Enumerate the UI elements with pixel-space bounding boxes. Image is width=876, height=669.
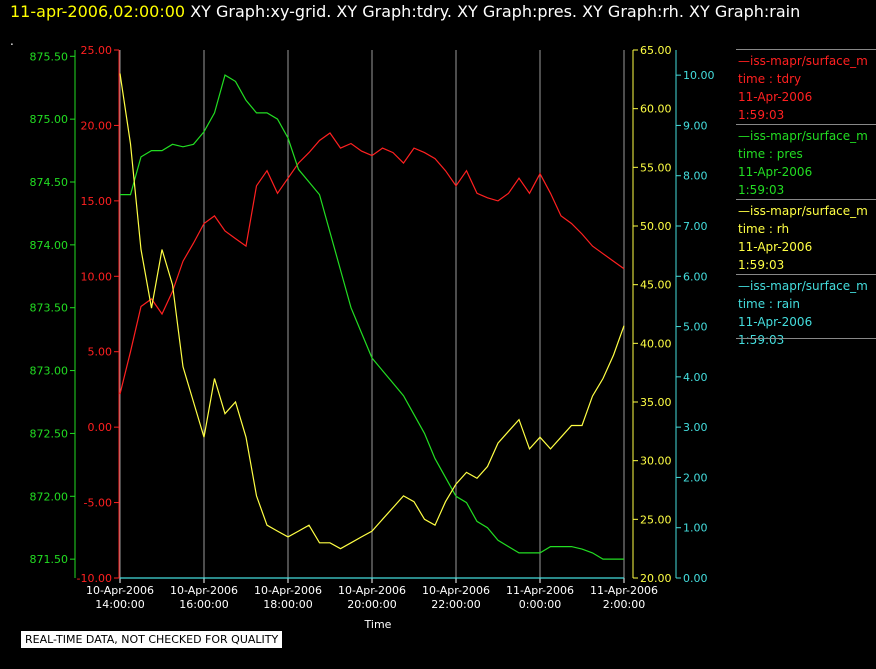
rain-tick-label: 1.00	[683, 522, 708, 535]
rh-tick-label: 25.00	[640, 513, 672, 526]
x-tick-time: 0:00:00	[519, 598, 561, 611]
series-pres-line	[120, 74, 624, 560]
tdry-tick-label: 0.00	[88, 421, 113, 434]
pres-tick-label: 874.00	[30, 239, 69, 252]
rain-tick-label: 2.00	[683, 471, 708, 484]
rh-tick-label: 45.00	[640, 279, 672, 292]
tdry-tick-label: 10.00	[81, 270, 113, 283]
chart-title-graphs: XY Graph:xy-grid. XY Graph:tdry. XY Grap…	[190, 2, 801, 21]
rain-tick-label: 8.00	[683, 170, 708, 183]
x-tick-time: 20:00:00	[347, 598, 396, 611]
rh-tick-label: 60.00	[640, 103, 672, 116]
legend: —iss-mapr/surface_m time : tdry 11-Apr-200…	[736, 49, 876, 349]
x-tick-date: 11-Apr-2006	[590, 584, 658, 597]
tdry-tick-label: -10.00	[77, 572, 112, 585]
x-tick-time: 16:00:00	[179, 598, 228, 611]
chart-title: 11-apr-2006,02:00:00 XY Graph:xy-grid. X…	[10, 2, 800, 21]
rain-tick-label: 9.00	[683, 119, 708, 132]
legend-source: —iss-mapr/surface_m	[738, 279, 868, 293]
rain-tick-label: 7.00	[683, 220, 708, 233]
x-tick-date: 11-Apr-2006	[506, 584, 574, 597]
rain-tick-label: 4.00	[683, 371, 708, 384]
x-tick-time: 14:00:00	[95, 598, 144, 611]
legend-date: 11-Apr-2006	[738, 315, 813, 329]
rh-tick-label: 65.00	[640, 44, 672, 57]
legend-bottom-divider	[736, 338, 876, 339]
x-tick-date: 10-Apr-2006	[338, 584, 406, 597]
rh-tick-label: 55.00	[640, 161, 672, 174]
legend-source: —iss-mapr/surface_m	[738, 54, 868, 68]
legend-time: 1:59:03	[738, 183, 785, 197]
tdry-tick-label: 20.00	[81, 119, 113, 132]
tdry-tick-label: 25.00	[81, 44, 113, 57]
x-tick-date: 10-Apr-2006	[86, 584, 154, 597]
x-tick-time: 18:00:00	[263, 598, 312, 611]
rain-tick-label: 0.00	[683, 572, 708, 585]
tdry-tick-label: 5.00	[88, 346, 113, 359]
legend-date: 11-Apr-2006	[738, 240, 813, 254]
pres-tick-label: 875.50	[30, 50, 69, 63]
legend-date: 11-Apr-2006	[738, 90, 813, 104]
legend-time: 1:59:03	[738, 333, 785, 347]
pres-tick-label: 872.00	[30, 490, 69, 503]
x-tick-time: 2:00:00	[603, 598, 645, 611]
x-tick-date: 10-Apr-2006	[170, 584, 238, 597]
title-dot: .	[10, 34, 14, 48]
quality-notice: REAL-TIME DATA, NOT CHECKED FOR QUALITY	[20, 630, 284, 649]
rain-tick-label: 3.00	[683, 421, 708, 434]
rain-tick-label: 10.00	[683, 69, 715, 82]
x-tick-time: 22:00:00	[431, 598, 480, 611]
legend-var: time : pres	[738, 147, 803, 161]
x-tick-date: 10-Apr-2006	[422, 584, 490, 597]
rh-tick-label: 20.00	[640, 572, 672, 585]
pres-tick-label: 873.50	[30, 302, 69, 315]
legend-time: 1:59:03	[738, 258, 785, 272]
chart-title-time: 11-apr-2006,02:00:00	[10, 2, 186, 21]
rh-tick-label: 50.00	[640, 220, 672, 233]
pres-tick-label: 872.50	[30, 427, 69, 440]
legend-date: 11-Apr-2006	[738, 165, 813, 179]
x-tick-date: 10-Apr-2006	[254, 584, 322, 597]
legend-source: —iss-mapr/surface_m	[738, 129, 868, 143]
tdry-tick-label: 15.00	[81, 195, 113, 208]
rh-tick-label: 40.00	[640, 337, 672, 350]
legend-var: time : rain	[738, 297, 801, 311]
pres-tick-label: 871.50	[30, 553, 69, 566]
legend-time: 1:59:03	[738, 108, 785, 122]
tdry-tick-label: -5.00	[84, 497, 112, 510]
legend-source: —iss-mapr/surface_m	[738, 204, 868, 218]
series-rh-line	[119, 73, 625, 550]
rain-tick-label: 6.00	[683, 270, 708, 283]
rh-tick-label: 35.00	[640, 396, 672, 409]
x-axis-label: Time	[364, 618, 392, 631]
rain-tick-label: 5.00	[683, 321, 708, 334]
pres-tick-label: 875.00	[30, 113, 69, 126]
series-tdry-line	[119, 132, 625, 395]
pres-tick-label: 874.50	[30, 176, 69, 189]
pres-tick-label: 873.00	[30, 365, 69, 378]
legend-var: time : tdry	[738, 72, 802, 86]
legend-var: time : rh	[738, 222, 790, 236]
rh-tick-label: 30.00	[640, 455, 672, 468]
